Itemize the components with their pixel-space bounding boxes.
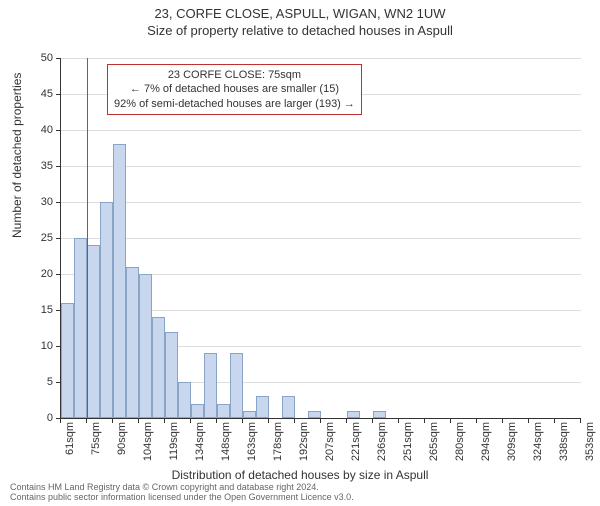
x-tick-mark: [320, 418, 321, 423]
x-tick-mark: [268, 418, 269, 423]
y-tick-label: 0: [13, 412, 53, 424]
histogram-bar: [256, 396, 269, 418]
y-tick-mark: [56, 202, 61, 203]
histogram-bar: [230, 353, 243, 418]
x-tick-label: 61sqm: [64, 422, 76, 455]
histogram-bar: [282, 396, 295, 418]
y-tick-mark: [56, 238, 61, 239]
x-tick-label: 148sqm: [220, 422, 232, 461]
histogram-bar: [308, 411, 321, 418]
x-tick-label: 251sqm: [402, 422, 414, 461]
y-tick-label: 15: [13, 304, 53, 316]
histogram-bar: [191, 404, 204, 418]
histogram-bar: [347, 411, 360, 418]
x-tick-mark: [112, 418, 113, 423]
x-tick-mark: [476, 418, 477, 423]
x-tick-label: 294sqm: [480, 422, 492, 461]
x-tick-mark: [554, 418, 555, 423]
x-axis-label: Distribution of detached houses by size …: [0, 468, 600, 482]
x-tick-label: 280sqm: [454, 422, 466, 461]
y-tick-mark: [56, 274, 61, 275]
histogram-bar: [74, 238, 87, 418]
annotation-line1: 23 CORFE CLOSE: 75sqm: [114, 68, 355, 82]
annotation-line2: ← 7% of detached houses are smaller (15): [114, 82, 355, 96]
y-tick-label: 40: [13, 124, 53, 136]
histogram-bar: [87, 245, 100, 418]
x-tick-label: 221sqm: [350, 422, 362, 461]
y-tick-label: 5: [13, 376, 53, 388]
x-tick-mark: [528, 418, 529, 423]
x-tick-mark: [580, 418, 581, 423]
x-tick-label: 192sqm: [298, 422, 310, 461]
y-tick-mark: [56, 166, 61, 167]
histogram-bar: [373, 411, 386, 418]
marker-line: [87, 58, 88, 418]
gridline: [61, 130, 581, 131]
histogram-bar: [100, 202, 113, 418]
x-tick-label: 178sqm: [272, 422, 284, 461]
x-tick-label: 90sqm: [116, 422, 128, 455]
x-tick-label: 163sqm: [246, 422, 258, 461]
gridline: [61, 58, 581, 59]
x-tick-label: 104sqm: [142, 422, 154, 461]
x-tick-mark: [138, 418, 139, 423]
y-tick-label: 25: [13, 232, 53, 244]
y-tick-label: 35: [13, 160, 53, 172]
histogram-bar: [243, 411, 256, 418]
x-tick-label: 324sqm: [532, 422, 544, 461]
x-tick-label: 75sqm: [90, 422, 102, 455]
x-tick-mark: [450, 418, 451, 423]
histogram-bar: [217, 404, 230, 418]
x-tick-label: 309sqm: [506, 422, 518, 461]
y-tick-label: 45: [13, 88, 53, 100]
footer-attribution: Contains HM Land Registry data © Crown c…: [10, 483, 354, 503]
chart-title-line1: 23, CORFE CLOSE, ASPULL, WIGAN, WN2 1UW: [0, 6, 600, 23]
histogram-bar: [113, 144, 126, 418]
annotation-line3: 92% of semi-detached houses are larger (…: [114, 97, 355, 111]
gridline: [61, 202, 581, 203]
histogram-bar: [61, 303, 74, 418]
x-tick-mark: [372, 418, 373, 423]
x-tick-mark: [424, 418, 425, 423]
footer-line2: Contains public sector information licen…: [10, 493, 354, 503]
x-tick-mark: [398, 418, 399, 423]
y-tick-label: 50: [13, 52, 53, 64]
y-tick-label: 20: [13, 268, 53, 280]
plot-area: 23 CORFE CLOSE: 75sqm← 7% of detached ho…: [60, 58, 581, 419]
histogram-bar: [165, 332, 178, 418]
x-tick-mark: [242, 418, 243, 423]
x-tick-mark: [60, 418, 61, 423]
x-tick-label: 236sqm: [376, 422, 388, 461]
annotation-box: 23 CORFE CLOSE: 75sqm← 7% of detached ho…: [107, 64, 362, 115]
x-tick-label: 338sqm: [558, 422, 570, 461]
x-tick-label: 265sqm: [428, 422, 440, 461]
x-tick-mark: [346, 418, 347, 423]
x-tick-mark: [86, 418, 87, 423]
chart-area: 23 CORFE CLOSE: 75sqm← 7% of detached ho…: [60, 58, 580, 418]
y-tick-label: 30: [13, 196, 53, 208]
x-tick-label: 207sqm: [324, 422, 336, 461]
x-tick-mark: [190, 418, 191, 423]
histogram-bar: [178, 382, 191, 418]
y-tick-mark: [56, 130, 61, 131]
x-tick-label: 134sqm: [194, 422, 206, 461]
histogram-bar: [152, 317, 165, 418]
y-tick-mark: [56, 58, 61, 59]
chart-title-line2: Size of property relative to detached ho…: [0, 23, 600, 40]
x-tick-mark: [164, 418, 165, 423]
y-tick-label: 10: [13, 340, 53, 352]
x-tick-mark: [216, 418, 217, 423]
histogram-bar: [204, 353, 217, 418]
x-tick-mark: [294, 418, 295, 423]
x-tick-label: 119sqm: [168, 422, 180, 460]
histogram-bar: [126, 267, 139, 418]
y-tick-mark: [56, 94, 61, 95]
x-tick-mark: [502, 418, 503, 423]
gridline: [61, 238, 581, 239]
gridline: [61, 166, 581, 167]
histogram-bar: [139, 274, 152, 418]
x-tick-label: 353sqm: [584, 422, 596, 461]
